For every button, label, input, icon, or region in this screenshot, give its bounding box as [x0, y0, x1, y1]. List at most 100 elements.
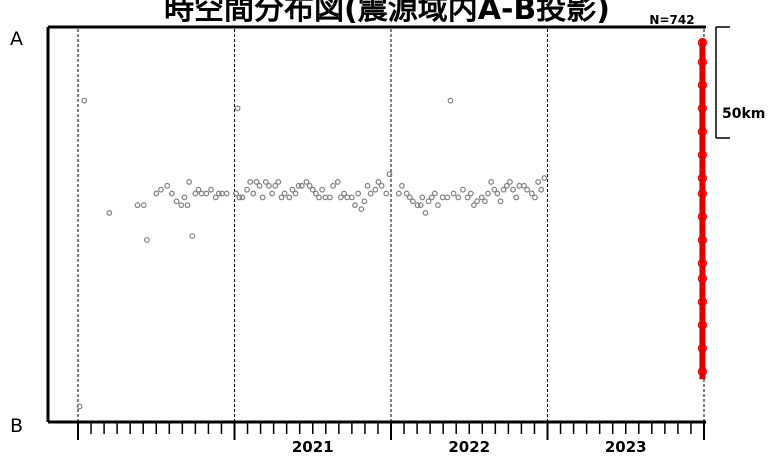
gray-event-point — [298, 182, 305, 189]
gray-event-point — [178, 202, 185, 209]
year-grid-lines — [77, 29, 705, 421]
gray-event-point — [158, 186, 164, 193]
gray-event-point — [244, 186, 250, 193]
gray-event-point — [303, 179, 310, 185]
red-event-point — [697, 173, 708, 183]
gray-event-point — [76, 403, 83, 410]
gray-event-point — [538, 186, 545, 193]
gray-event-point — [306, 182, 313, 189]
gray-event-point — [192, 190, 199, 197]
gray-event-point — [234, 105, 241, 112]
red-event-point — [697, 80, 708, 90]
gray-event-point — [295, 182, 302, 189]
gray-event-point — [428, 194, 435, 201]
gray-event-point — [403, 190, 410, 197]
gray-event-point — [233, 190, 239, 197]
x-axis-ticks — [77, 423, 705, 440]
gray-event-point — [286, 194, 293, 201]
end-label-a: A — [10, 28, 23, 50]
gray-event-point — [485, 190, 491, 197]
gray-event-point — [367, 190, 374, 197]
gray-event-point — [378, 182, 385, 189]
gray-event-point — [272, 182, 279, 189]
gray-event-point — [184, 202, 191, 209]
gray-event-point — [81, 97, 88, 104]
gray-event-point — [528, 190, 535, 197]
gray-event-point — [516, 182, 523, 189]
gray-event-point — [513, 194, 520, 201]
count-label: N=742 — [649, 13, 694, 27]
gray-event-point — [316, 194, 322, 201]
gray-event-point — [292, 190, 299, 197]
gray-event-point — [464, 194, 471, 201]
gray-event-point — [259, 194, 266, 201]
red-event-point — [697, 258, 708, 268]
red-event-point — [697, 343, 708, 353]
gray-event-point — [406, 194, 413, 201]
gray-event-point — [289, 186, 296, 193]
gray-event-point — [474, 198, 480, 205]
gray-event-point — [168, 190, 175, 197]
gray-event-point — [358, 206, 365, 212]
red-event-point — [697, 235, 708, 245]
gray-event-point — [348, 194, 355, 201]
gray-event-point — [212, 194, 219, 201]
gray-event-point — [375, 179, 382, 185]
red-event-point — [697, 366, 708, 377]
gray-event-point — [215, 190, 222, 197]
gray-event-point — [253, 179, 260, 185]
red-event-point — [697, 188, 708, 199]
gray-event-point — [450, 190, 457, 197]
gray-event-point — [341, 190, 347, 197]
gray-event-point — [239, 194, 246, 201]
gray-event-point — [281, 190, 288, 197]
gray-event-point — [262, 179, 269, 185]
gray-event-point — [143, 237, 150, 243]
gray-event-point — [431, 190, 438, 197]
gray-event-point — [460, 186, 466, 193]
gray-event-point — [309, 186, 316, 193]
gray-event-point — [383, 190, 390, 197]
chart-title: 時空間分布図(震源域内A-B投影) — [164, 0, 610, 27]
gray-event-point — [203, 190, 210, 197]
gray-event-point — [355, 190, 362, 197]
gray-event-point — [444, 194, 451, 201]
red-event-point — [697, 38, 708, 48]
gray-event-point — [399, 182, 405, 189]
gray-event-point — [500, 186, 507, 193]
gray-event-point — [503, 182, 510, 189]
gray-event-point — [134, 202, 141, 209]
gray-event-point — [372, 186, 379, 193]
gray-event-point — [256, 182, 263, 189]
red-event-point — [697, 103, 708, 114]
red-event-point — [697, 320, 708, 330]
x-tick-label: 2022 — [448, 438, 490, 456]
gray-event-point — [478, 194, 485, 201]
gray-event-point — [344, 194, 351, 201]
gray-event-point — [338, 194, 344, 201]
gray-event-point — [186, 179, 193, 185]
gray-event-point — [524, 186, 531, 193]
red-event-point — [697, 57, 708, 67]
gray-event-point — [208, 186, 214, 193]
gray-event-point — [236, 194, 243, 201]
gray-event-point — [250, 190, 257, 197]
gray-event-point — [455, 194, 462, 201]
scale-label: 50km — [722, 106, 765, 122]
gray-event-point — [494, 190, 501, 197]
gray-event-point — [439, 194, 446, 201]
gray-event-point — [223, 190, 230, 197]
gray-event-point — [319, 186, 326, 193]
gray-event-point — [491, 186, 498, 193]
gray-event-point — [269, 190, 275, 197]
gray-event-point — [410, 198, 416, 205]
gray-event-point — [521, 182, 527, 189]
gray-event-point — [422, 209, 429, 216]
red-event-point — [697, 150, 708, 160]
gray-event-point — [364, 182, 371, 189]
event-points — [76, 38, 708, 410]
gray-event-point — [219, 190, 225, 197]
gray-event-point — [322, 194, 329, 201]
gray-event-point — [275, 179, 282, 185]
